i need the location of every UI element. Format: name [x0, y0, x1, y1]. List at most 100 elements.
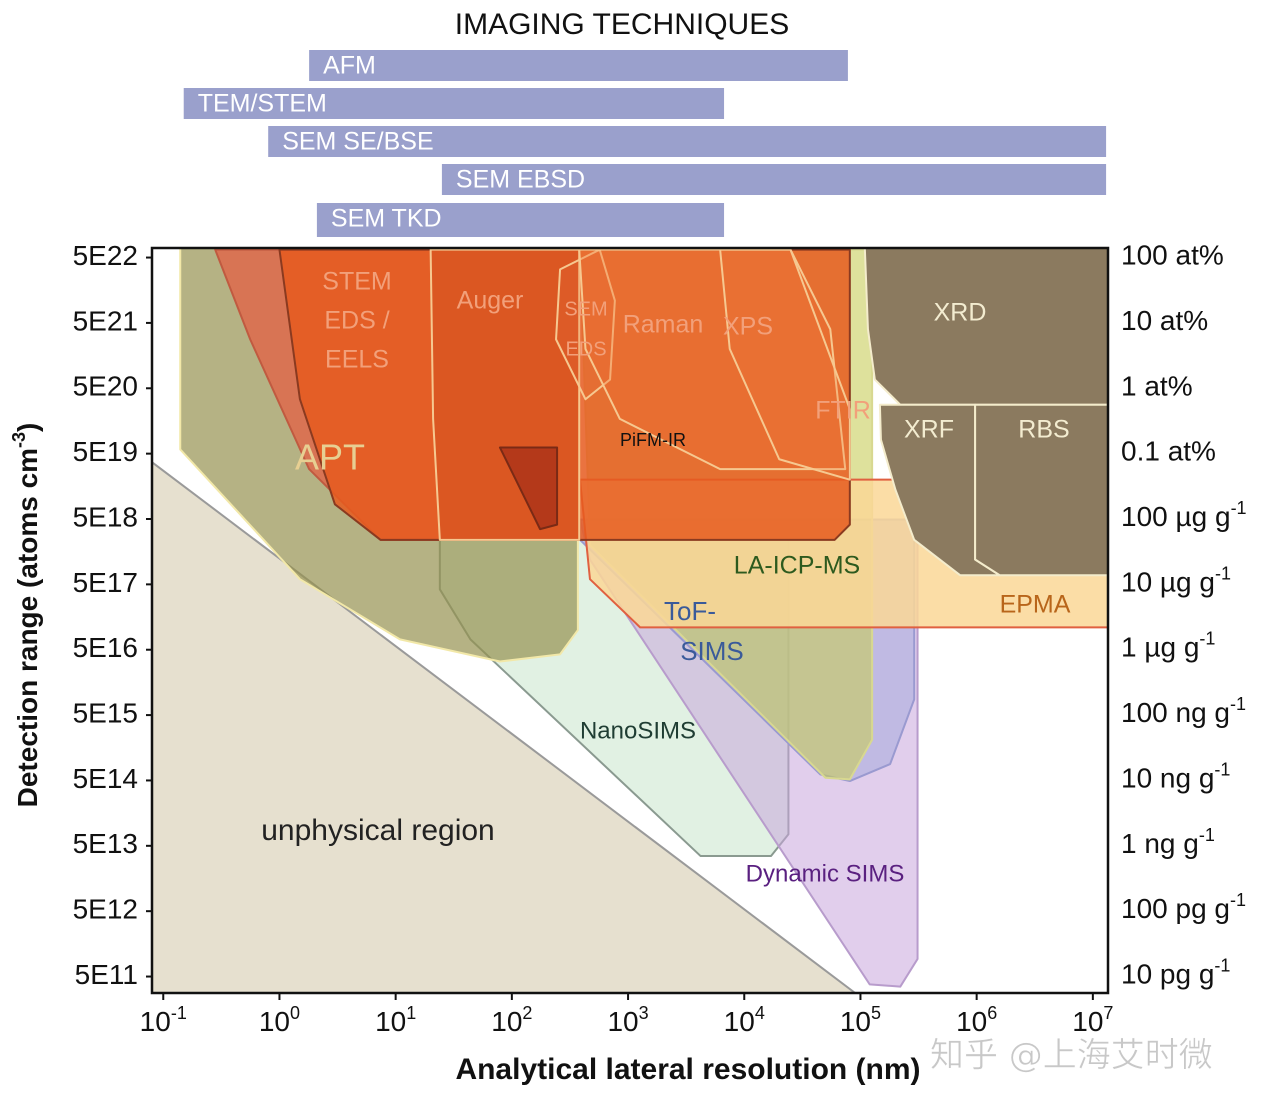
y2-tick-sup: -1: [1231, 498, 1247, 518]
region-label: XRD: [934, 299, 987, 327]
y2-tick-label: 1 at%: [1121, 371, 1193, 402]
imaging-bar-label: SEM EBSD: [456, 166, 585, 194]
region-label: RBS: [1018, 416, 1069, 444]
x-tick-label: 106: [956, 1003, 997, 1038]
imaging-bar: [183, 88, 725, 119]
y-tick-label: 5E14: [73, 763, 138, 794]
region-label: STEM: [322, 268, 391, 296]
x-tick-exp: 6: [987, 1003, 997, 1023]
region-label: NanoSIMS: [580, 717, 696, 744]
imaging-bar-label: SEM SE/BSE: [282, 128, 433, 156]
y-axis-title-sup: -3: [9, 432, 29, 448]
y2-tick-text: 100 pg g: [1121, 894, 1230, 925]
x-tick-base: 10: [140, 1006, 171, 1037]
y2-tick-text: 100 at%: [1121, 240, 1224, 271]
x-tick-base: 10: [259, 1006, 290, 1037]
imaging-bar-label: SEM TKD: [331, 205, 442, 233]
x-tick-base: 10: [840, 1006, 871, 1037]
x-tick-label: 107: [1072, 1003, 1113, 1038]
region-label: EELS: [325, 346, 389, 374]
y-axis-title: Detection range (atoms cm-3): [9, 423, 44, 808]
region: [498, 446, 559, 531]
x-tick-label: 103: [607, 1003, 648, 1038]
y2-tick-sup: -1: [1230, 694, 1246, 714]
y2-tick-label: 10 pg g-1: [1121, 955, 1230, 990]
y2-tick-sup: -1: [1214, 955, 1230, 975]
y2-tick-text: 10 ng g: [1121, 763, 1214, 794]
x-tick-label: 105: [840, 1003, 881, 1038]
watermark: 知乎 @上海艾时微: [930, 1036, 1213, 1076]
region-label: SEM: [564, 298, 607, 320]
x-tick-exp: 3: [639, 1003, 649, 1023]
region: [974, 403, 1108, 577]
y-tick-label: 5E18: [73, 501, 138, 532]
x-tick-label: 100: [259, 1003, 300, 1038]
y2-tick-text: 1 ng g: [1121, 828, 1199, 859]
y2-tick-text: 100 µg g: [1121, 501, 1231, 532]
imaging-bar: [441, 164, 1107, 195]
region-label: SIMS: [680, 636, 744, 666]
y-tick-label: 5E11: [75, 959, 138, 990]
y2-tick-label: 100 µg g-1: [1121, 498, 1247, 533]
plot-frame: [150, 246, 1110, 995]
x-tick-base: 10: [956, 1006, 987, 1037]
y2-tick-text: 0.1 at%: [1121, 436, 1216, 467]
region-label: XRF: [904, 416, 954, 444]
region-label: Raman: [623, 311, 704, 339]
region-label: ToF-: [664, 596, 716, 626]
x-tick-exp: -1: [171, 1003, 187, 1023]
imaging-bar: [316, 203, 725, 237]
region: [719, 248, 851, 481]
y-tick-label: 5E15: [73, 697, 138, 728]
x-tick-exp: 0: [290, 1003, 300, 1023]
region-label: Auger: [457, 287, 524, 315]
x-tick-label: 101: [375, 1003, 416, 1038]
x-tick-exp: 5: [871, 1003, 881, 1023]
x-tick-exp: 4: [755, 1003, 765, 1023]
y2-tick-text: 10 at%: [1121, 305, 1208, 336]
region: [578, 248, 847, 471]
y2-tick-text: 10 µg g: [1121, 567, 1215, 598]
y2-tick-sup: -1: [1199, 628, 1215, 648]
x-tick-exp: 1: [406, 1003, 416, 1023]
imaging-bar: [268, 126, 1107, 157]
imaging-bar-label: AFM: [323, 52, 376, 80]
region-label: EDS: [565, 338, 606, 360]
x-tick-base: 10: [491, 1006, 522, 1037]
y2-tick-label: 100 at%: [1121, 240, 1224, 271]
region-label: Dynamic SIMS: [746, 860, 905, 887]
y2-tick-label: 10 ng g-1: [1121, 759, 1230, 794]
y2-tick-label: 10 at%: [1121, 305, 1208, 336]
x-tick-exp: 2: [522, 1003, 532, 1023]
imaging-bars: AFM TEM/STEM SEM SE/BSE SEM EBSD SEM TKD: [183, 50, 1107, 237]
y2-tick-sup: -1: [1214, 759, 1230, 779]
region-label: APT: [295, 437, 365, 478]
y2-tick-text: 10 pg g: [1121, 959, 1214, 990]
region-label: EDS /: [324, 307, 389, 335]
region-label: FTIR: [815, 397, 871, 425]
y2-tick-label: 100 pg g-1: [1121, 890, 1246, 925]
y-axis-title-text: Detection range (atoms cm: [12, 448, 43, 807]
x-tick-label: 102: [491, 1003, 532, 1038]
y2-tick-label: 1 µg g-1: [1121, 628, 1215, 663]
y2-tick-text: 1 µg g: [1121, 632, 1199, 663]
y2-tick-label: 100 ng g-1: [1121, 694, 1246, 729]
y-tick-label: 5E22: [73, 240, 138, 271]
x-tick-base: 10: [724, 1006, 755, 1037]
region-label: EPMA: [1000, 591, 1071, 619]
y2-tick-text: 1 at%: [1121, 371, 1193, 402]
imaging-bar: [309, 50, 848, 81]
y-tick-label: 5E21: [73, 305, 138, 336]
x-tick-exp: 7: [1103, 1003, 1113, 1023]
y-tick-label: 5E19: [73, 436, 138, 467]
y2-tick-sup: -1: [1230, 890, 1246, 910]
regions: [152, 248, 1108, 993]
y-tick-label: 5E12: [73, 894, 138, 925]
x-axis-title: Analytical lateral resolution (nm): [455, 1053, 920, 1086]
imaging-title: IMAGING TECHNIQUES: [455, 8, 789, 41]
region-label: LA-ICP-MS: [734, 552, 860, 580]
